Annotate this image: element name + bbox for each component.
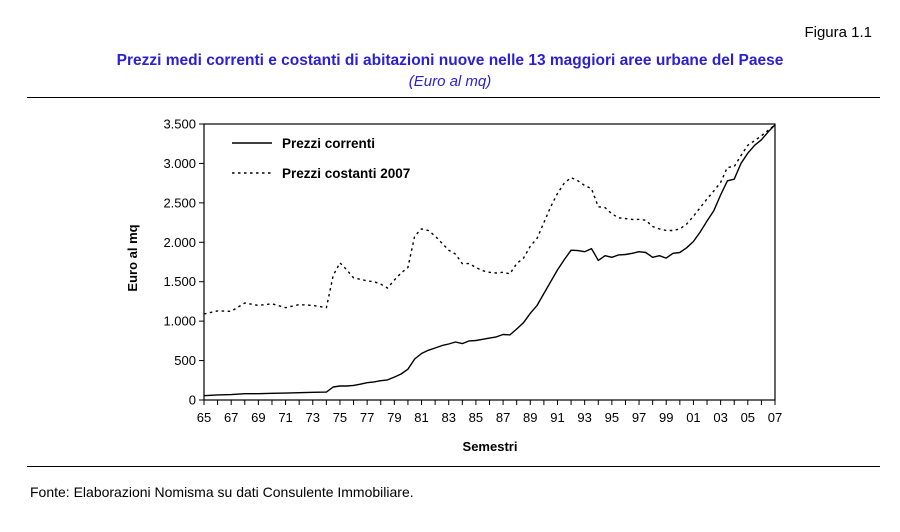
x-axis: 65 67 69 71 73 75 77 79 81 83 85 87 89 91 93 95 97 99 01 03… bbox=[197, 400, 782, 425]
y-axis: 0 500 1.000 1.500 2.000 2.500 3.000 3.500 bbox=[163, 117, 204, 408]
x-tick-label: 03 bbox=[713, 410, 727, 425]
x-tick-label: 01 bbox=[686, 410, 700, 425]
x-tick-label: 79 bbox=[387, 410, 401, 425]
legend-label-prezzi-costanti: Prezzi costanti 2007 bbox=[282, 166, 410, 181]
x-tick-label: 67 bbox=[224, 410, 238, 425]
y-tick-label: 0 bbox=[189, 393, 196, 408]
series-layer bbox=[203, 124, 776, 397]
chart-title: Prezzi medi correnti e costanti di abita… bbox=[116, 52, 784, 69]
x-tick-label: 87 bbox=[496, 410, 510, 425]
x-tick-label: 89 bbox=[523, 410, 537, 425]
x-tick-label: 69 bbox=[251, 410, 265, 425]
y-axis-label: Euro al mq bbox=[125, 224, 140, 291]
x-tick-label: 71 bbox=[278, 410, 292, 425]
y-tick-label: 3.000 bbox=[163, 156, 196, 171]
x-tick-label: 07 bbox=[768, 410, 782, 425]
x-axis-label: Semestri bbox=[463, 439, 518, 454]
series-line-prezzi-costanti bbox=[203, 124, 776, 315]
y-tick-label: 500 bbox=[174, 353, 196, 368]
x-tick-label: 95 bbox=[605, 410, 619, 425]
y-tick-label: 2.000 bbox=[163, 235, 196, 250]
x-tick-label: 99 bbox=[659, 410, 673, 425]
x-tick-label: 73 bbox=[306, 410, 320, 425]
y-tick-label: 2.500 bbox=[163, 195, 196, 210]
x-tick-label: 75 bbox=[333, 410, 347, 425]
y-tick-label: 1.500 bbox=[163, 274, 196, 289]
x-tick-label: 77 bbox=[360, 410, 374, 425]
chart-subtitle: (Euro al mq) bbox=[408, 73, 492, 90]
y-tick-label: 3.500 bbox=[163, 117, 196, 132]
figure-label: Figura 1.1 bbox=[804, 24, 872, 41]
series-line-prezzi-correnti bbox=[203, 124, 776, 397]
x-tick-label: 65 bbox=[197, 410, 211, 425]
legend: Prezzi correnti Prezzi costanti 2007 bbox=[232, 136, 410, 181]
x-tick-label: 97 bbox=[632, 410, 646, 425]
bottom-divider bbox=[27, 466, 880, 467]
x-tick-label: 93 bbox=[577, 410, 591, 425]
x-tick-label: 91 bbox=[550, 410, 564, 425]
legend-label-prezzi-correnti: Prezzi correnti bbox=[282, 136, 375, 151]
x-tick-label: 83 bbox=[441, 410, 455, 425]
x-tick-label: 85 bbox=[469, 410, 483, 425]
y-tick-label: 1.000 bbox=[163, 314, 196, 329]
top-divider bbox=[27, 97, 880, 98]
x-tick-label: 81 bbox=[414, 410, 428, 425]
source-note: Fonte: Elaborazioni Nomisma su dati Cons… bbox=[30, 484, 414, 500]
x-tick-label: 05 bbox=[741, 410, 755, 425]
